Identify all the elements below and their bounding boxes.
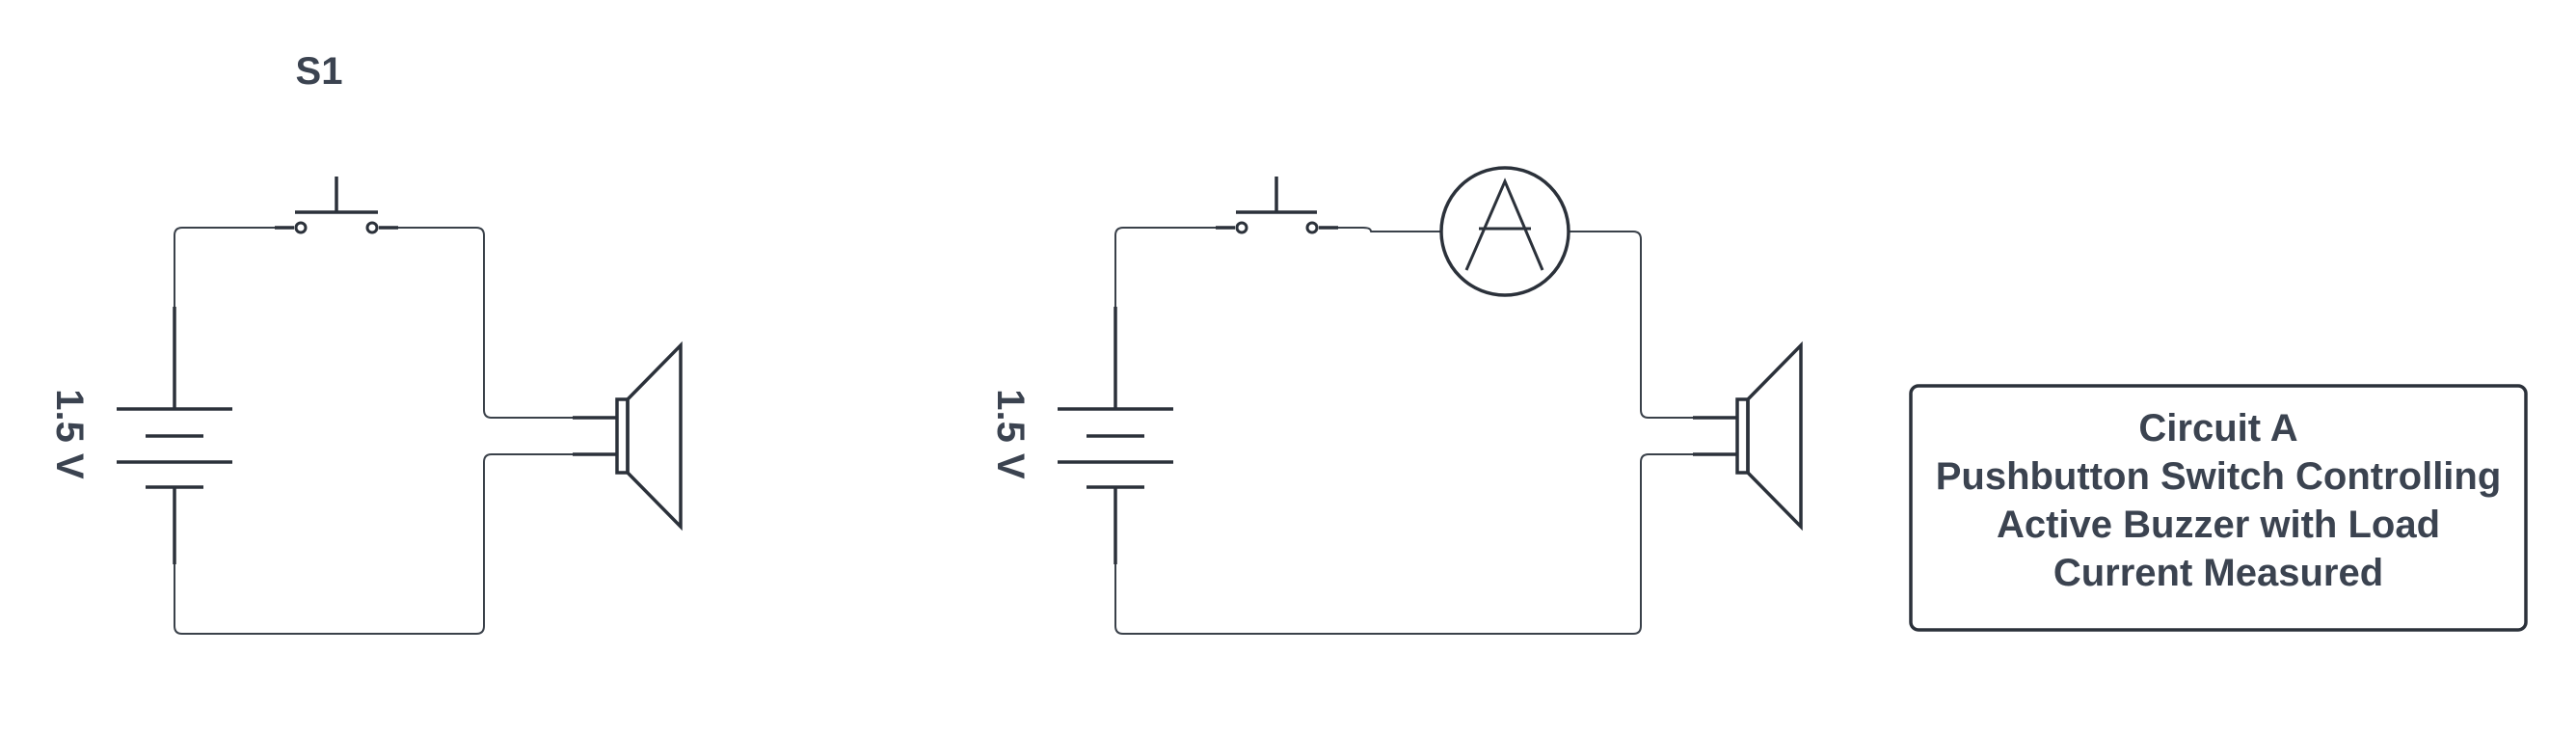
left-pushbutton-switch <box>275 177 398 234</box>
right-buzzer <box>1693 341 1803 532</box>
left-battery <box>117 307 232 564</box>
right-ammeter: A <box>1439 166 1570 297</box>
left-circuit: S1 1.5 V <box>48 50 683 635</box>
right-pushbutton-switch <box>1216 177 1338 234</box>
caption-line-2: Pushbutton Switch Controlling <box>1936 455 2502 498</box>
right-wire-buzzer-return <box>1114 453 1697 635</box>
caption-line-3: Active Buzzer with Load <box>1997 504 2440 546</box>
caption-box: Circuit A Pushbutton Switch Controlling … <box>1909 384 2528 632</box>
right-battery-label: 1.5 V <box>989 389 1032 479</box>
left-buzzer <box>573 341 683 532</box>
left-wire-buzzer-return <box>174 453 615 635</box>
left-wire-top-left <box>174 227 282 308</box>
left-wire-top-right <box>395 227 615 419</box>
right-battery <box>1058 307 1173 564</box>
right-circuit: A 1.5 V <box>989 166 1803 635</box>
right-wire-ammeter-to-buzzer <box>1568 231 1697 419</box>
ammeter-letter-a-icon <box>1464 177 1544 271</box>
right-wire-top-left <box>1114 227 1223 308</box>
right-wire-switch-to-ammeter <box>1334 227 1442 232</box>
left-switch-label: S1 <box>296 50 343 93</box>
caption-line-4: Current Measured <box>2053 552 2383 594</box>
left-battery-label: 1.5 V <box>48 389 91 479</box>
caption-line-1: Circuit A <box>2138 407 2297 450</box>
